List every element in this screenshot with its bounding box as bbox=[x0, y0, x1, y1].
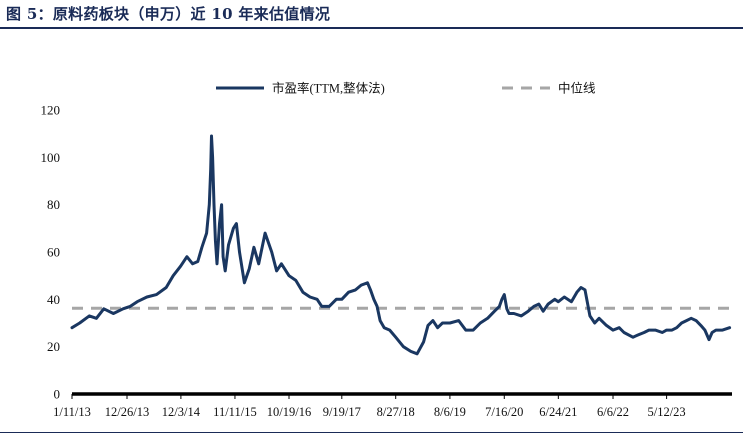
x-tick-label: 6/6/22 bbox=[597, 405, 629, 419]
y-tick-label: 100 bbox=[41, 150, 61, 165]
x-tick-label: 7/16/20 bbox=[485, 405, 523, 419]
x-tick-label: 1/11/13 bbox=[53, 405, 91, 419]
y-tick-label: 80 bbox=[47, 197, 60, 212]
y-tick-label: 60 bbox=[47, 245, 60, 260]
legend-label-median: 中位线 bbox=[558, 81, 596, 96]
legend: 市盈率(TTM,整体法) 中位线 bbox=[216, 81, 596, 96]
figure-title: 图 5：原料药板块（申万）近 10 年来估值情况 bbox=[6, 5, 331, 23]
x-tick-label: 12/26/13 bbox=[105, 405, 149, 419]
legend-label-pe: 市盈率(TTM,整体法) bbox=[272, 81, 385, 96]
title-underline bbox=[0, 27, 743, 29]
x-tick-label: 11/11/15 bbox=[213, 405, 257, 419]
pe-ttm-line bbox=[70, 134, 732, 356]
y-tick-label: 40 bbox=[47, 292, 60, 307]
y-axis: 0 20 40 60 80 100 120 bbox=[41, 103, 61, 402]
x-tick-label: 12/3/14 bbox=[162, 405, 201, 419]
x-tick-label: 8/27/18 bbox=[377, 405, 415, 419]
y-tick-label: 20 bbox=[47, 339, 60, 354]
bottom-rule bbox=[0, 432, 743, 433]
x-tick-label: 5/12/23 bbox=[647, 405, 685, 419]
x-tick-label: 10/19/16 bbox=[267, 405, 311, 419]
y-tick-label: 120 bbox=[41, 103, 61, 118]
x-tick-label: 9/19/17 bbox=[323, 405, 361, 419]
x-tick-label: 6/24/21 bbox=[539, 405, 577, 419]
x-tick-label: 8/6/19 bbox=[434, 405, 466, 419]
series-layer bbox=[70, 134, 732, 356]
x-axis: 1/11/13 12/26/13 12/3/14 11/11/15 10/19/16 9/… bbox=[53, 392, 732, 419]
y-tick-label: 0 bbox=[54, 387, 61, 402]
